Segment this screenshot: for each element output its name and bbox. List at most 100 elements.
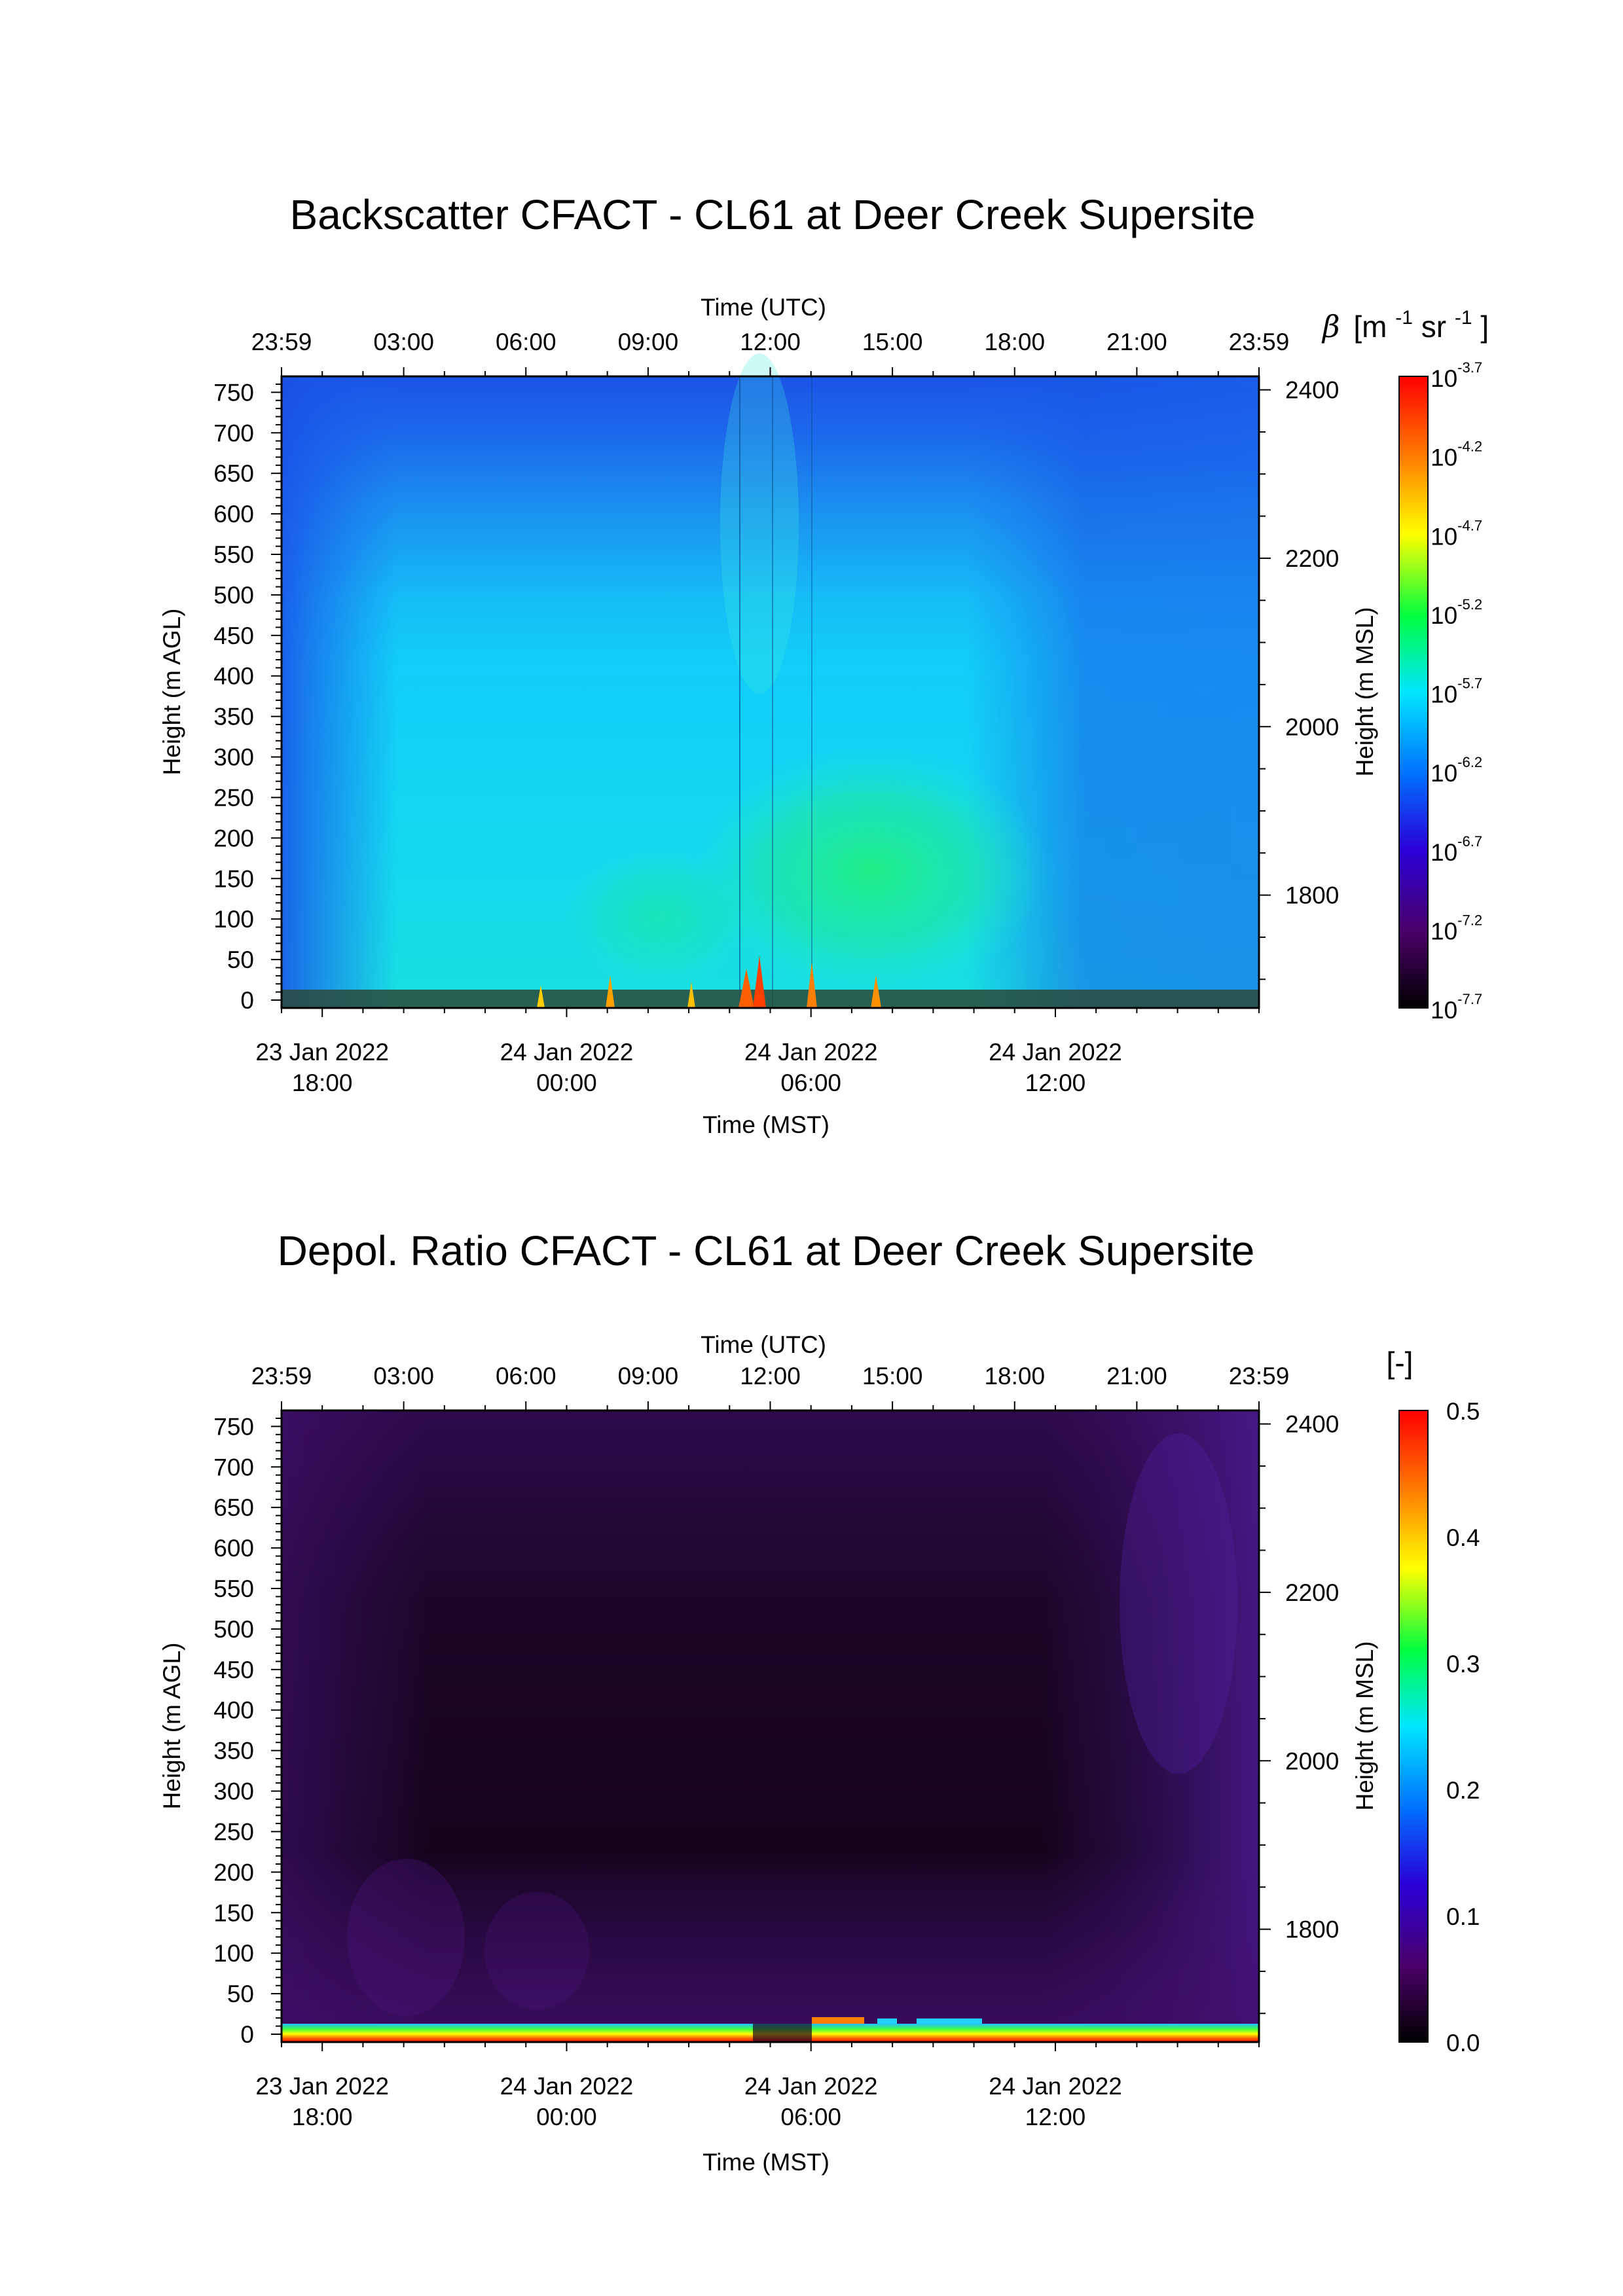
- x-top-tick-label: 21:00: [1106, 1363, 1167, 1390]
- axis-frame: 23:59 03:00 06:00 09:00 12:00 15:00 18:00 21:00…: [213, 1363, 1339, 2130]
- colorbar-tick-base: 10: [1431, 760, 1457, 787]
- colorbar-tick-label: 0.1: [1446, 1903, 1480, 1930]
- heatmap-field: [282, 353, 1259, 1008]
- colorbar-tick-label: 10-7.2: [1431, 912, 1482, 944]
- colorbar-tick-label: 10-6.7: [1431, 833, 1482, 866]
- y-left-tick-label: 550: [213, 1575, 254, 1602]
- y-right-tick-label: 2200: [1285, 1579, 1339, 1606]
- y-left-tick-label: 600: [213, 1535, 254, 1562]
- colorbar: 0.5 0.4 0.3 0.2 0.1 0.0: [1398, 1398, 1480, 2056]
- colorbar-tick-exponent: -5.7: [1457, 675, 1482, 692]
- x-top-tick-label: 23:59: [1229, 1363, 1290, 1390]
- x-bottom-tick-date: 24 Jan 2022: [500, 1039, 634, 1066]
- x-bottom-tick-date: 23 Jan 2022: [255, 2073, 389, 2100]
- x-top-tick-label: 03:00: [373, 329, 434, 355]
- colorbar-tick-exponent: -6.2: [1457, 754, 1482, 770]
- colorbar-unit-part: sr: [1421, 310, 1446, 344]
- x-top-tick-label: 23:59: [251, 329, 312, 355]
- colorbar-label: [-]: [1387, 1346, 1413, 1380]
- y-left-tick-label: 750: [213, 1413, 254, 1440]
- colorbar-tick-base: 10: [1431, 681, 1457, 708]
- y-right-axis-label: Height (m MSL): [1351, 1641, 1378, 1810]
- x-bottom-tick-time: 18:00: [292, 1069, 353, 1096]
- colorbar-tick-label: 0.2: [1446, 1777, 1480, 1804]
- x-bottom-tick-date: 23 Jan 2022: [255, 1039, 389, 1066]
- chart-title: Depol. Ratio CFACT - CL61 at Deer Creek …: [278, 1227, 1255, 1274]
- x-bottom-tick-time: 18:00: [292, 2104, 353, 2130]
- colorbar-tick-label: 10-6.2: [1431, 754, 1482, 787]
- y-left-tick-label: 550: [213, 541, 254, 568]
- x-bottom-tick-time: 06:00: [780, 2104, 841, 2130]
- x-bottom-tick-date: 24 Jan 2022: [744, 2073, 878, 2100]
- x-bottom-tick-date: 24 Jan 2022: [500, 2073, 634, 2100]
- colorbar-tick-exponent: -3.7: [1457, 359, 1482, 376]
- depol-panel: Depol. Ratio CFACT - CL61 at Deer Creek …: [158, 1227, 1480, 2176]
- x-bottom-tick-date: 24 Jan 2022: [989, 2073, 1122, 2100]
- y-left-tick-label: 700: [213, 1454, 254, 1480]
- colorbar: 10-3.710-4.210-4.710-5.210-5.710-6.210-6…: [1398, 359, 1482, 1024]
- y-left-tick-label: 650: [213, 1494, 254, 1521]
- y-left-axis-label: Height (m AGL): [158, 1643, 185, 1810]
- y-right-tick-label: 1800: [1285, 882, 1339, 909]
- y-left-tick-label: 150: [213, 865, 254, 892]
- y-right-tick-label: 2000: [1285, 713, 1339, 740]
- y-left-tick-label: 650: [213, 460, 254, 487]
- colorbar-tick-label: 10-5.2: [1431, 596, 1482, 629]
- colorbar-tick-exponent: -4.2: [1457, 439, 1482, 455]
- y-right-tick-label: 2000: [1285, 1748, 1339, 1774]
- y-left-tick-label: 50: [227, 946, 254, 973]
- y-left-tick-label: 250: [213, 784, 254, 811]
- y-left-tick-label: 450: [213, 1657, 254, 1683]
- colorbar-tick-base: 10: [1431, 839, 1457, 866]
- y-left-tick-label: 400: [213, 663, 254, 690]
- x-top-tick-label: 23:59: [251, 1363, 312, 1390]
- colorbar-tick-base: 10: [1431, 365, 1457, 392]
- colorbar-tick-label: 10-5.7: [1431, 675, 1482, 708]
- y-left-tick-label: 200: [213, 1859, 254, 1886]
- x-bottom-tick-date: 24 Jan 2022: [989, 1039, 1122, 1066]
- colorbar-tick-base: 10: [1431, 523, 1457, 550]
- colorbar-gradient: [1398, 1410, 1429, 2043]
- x-bottom-tick-time: 00:00: [536, 1069, 597, 1096]
- y-left-tick-label: 300: [213, 1778, 254, 1805]
- colorbar-tick-label: 0.0: [1446, 2030, 1480, 2056]
- colorbar-tick-label: 10-4.7: [1431, 517, 1482, 550]
- y-left-tick-label: 300: [213, 744, 254, 771]
- y-right-tick-label: 2400: [1285, 1411, 1339, 1438]
- colorbar-tick-exponent: -6.7: [1457, 833, 1482, 850]
- x-top-tick-label: 06:00: [496, 1363, 556, 1390]
- colorbar-unit-part: ]: [1480, 310, 1489, 344]
- colorbar-symbol: β: [1321, 309, 1340, 344]
- x-top-tick-label: 18:00: [984, 329, 1045, 355]
- colorbar-tick-label: 10-3.7: [1431, 359, 1482, 392]
- colorbar-tick-label: 0.3: [1446, 1651, 1480, 1677]
- y-left-tick-label: 700: [213, 420, 254, 446]
- heatmap-field: [282, 1410, 1259, 2042]
- colorbar-tick-base: 10: [1431, 602, 1457, 629]
- colorbar-tick-base: 10: [1431, 918, 1457, 944]
- y-right-tick-label: 2200: [1285, 545, 1339, 572]
- y-left-tick-label: 500: [213, 582, 254, 609]
- x-top-axis-label: Time (UTC): [701, 1331, 826, 1358]
- colorbar-tick-label: 0.4: [1446, 1524, 1480, 1551]
- x-top-tick-label: 18:00: [984, 1363, 1045, 1390]
- y-left-tick-label: 350: [213, 704, 254, 730]
- colorbar-gradient: [1398, 376, 1429, 1009]
- x-top-axis-label: Time (UTC): [701, 294, 826, 321]
- x-bottom-tick-time: 06:00: [780, 1069, 841, 1096]
- y-right-tick-label: 1800: [1285, 1916, 1339, 1943]
- y-right-tick-label: 2400: [1285, 377, 1339, 404]
- y-left-tick-label: 500: [213, 1616, 254, 1643]
- x-bottom-axis-label: Time (MST): [702, 2149, 830, 2176]
- x-top-tick-label: 15:00: [862, 1363, 923, 1390]
- y-left-tick-label: 0: [240, 2021, 254, 2048]
- y-left-tick-label: 250: [213, 1818, 254, 1845]
- y-left-tick-label: 200: [213, 825, 254, 852]
- y-left-tick-label: 150: [213, 1899, 254, 1926]
- axis-frame: 23:59 03:00 06:00 09:00 12:00 15:00 18:00 21:00…: [213, 329, 1339, 1096]
- x-top-tick-label: 09:00: [618, 329, 679, 355]
- backscatter-panel: Backscatter CFACT - CL61 at Deer Creek S…: [158, 191, 1489, 1138]
- x-bottom-tick-date: 24 Jan 2022: [744, 1039, 878, 1066]
- y-left-tick-label: 450: [213, 622, 254, 649]
- colorbar-tick-label: 0.5: [1446, 1398, 1480, 1425]
